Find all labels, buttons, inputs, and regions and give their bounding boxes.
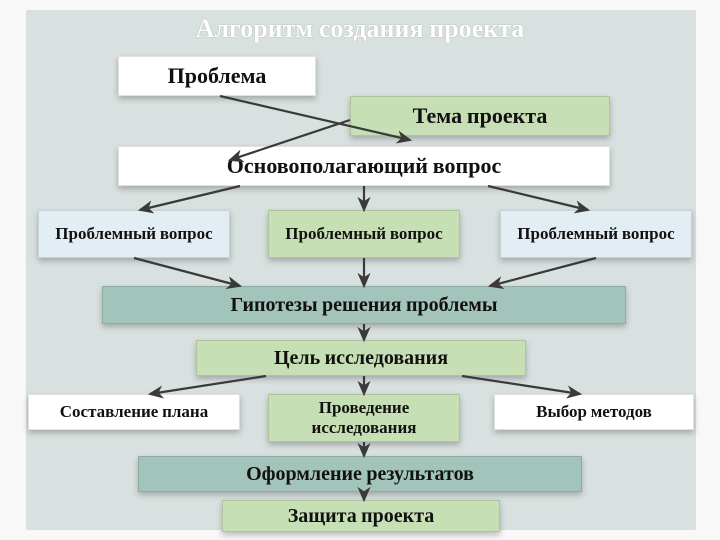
node-pq2: Проблемный вопрос: [268, 210, 460, 258]
node-topic: Тема проекта: [350, 96, 610, 136]
node-hypotheses: Гипотезы решения проблемы: [102, 286, 626, 324]
node-label: Оформление результатов: [246, 462, 474, 486]
node-label: Проведение исследования: [275, 398, 453, 438]
node-pq1: Проблемный вопрос: [38, 210, 230, 258]
node-label: Защита проекта: [288, 504, 435, 528]
node-fundamental: Основополагающий вопрос: [118, 146, 610, 186]
node-label: Составление плана: [60, 402, 208, 422]
node-label: Цель исследования: [274, 346, 448, 370]
node-label: Выбор методов: [536, 402, 652, 422]
node-goal: Цель исследования: [196, 340, 526, 376]
node-results: Оформление результатов: [138, 456, 582, 492]
diagram-title: Алгоритм создания проекта: [0, 14, 720, 44]
node-label: Гипотезы решения проблемы: [230, 293, 497, 317]
node-pq3: Проблемный вопрос: [500, 210, 692, 258]
node-label: Проблемный вопрос: [517, 224, 674, 244]
node-label: Проблема: [168, 63, 267, 89]
node-label: Проблемный вопрос: [285, 224, 442, 244]
node-conduct: Проведение исследования: [268, 394, 460, 442]
node-plan: Составление плана: [28, 394, 240, 430]
node-methods: Выбор методов: [494, 394, 694, 430]
node-label: Основополагающий вопрос: [227, 153, 501, 179]
node-label: Проблемный вопрос: [55, 224, 212, 244]
node-label: Тема проекта: [413, 103, 548, 129]
node-defense: Защита проекта: [222, 500, 500, 532]
node-problem: Проблема: [118, 56, 316, 96]
